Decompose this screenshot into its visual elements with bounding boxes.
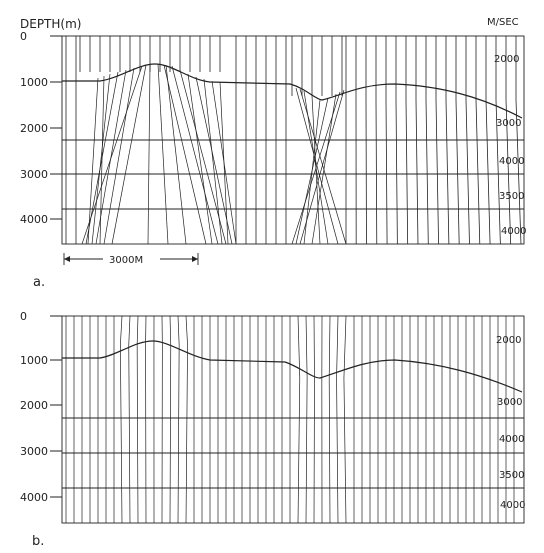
ray-line: [157, 63, 169, 245]
ray-line: [465, 36, 470, 245]
panel-b-layer-lines: [62, 417, 524, 489]
ray-line: [475, 36, 481, 245]
panel-a-interface: [62, 63, 523, 119]
ray-line: [179, 69, 227, 245]
ray-line: [415, 36, 419, 245]
ray-line: [99, 75, 105, 245]
ray-line: [299, 89, 345, 245]
ray-line: [455, 36, 460, 245]
ray-line: [203, 78, 223, 245]
ray-line: [505, 36, 512, 245]
panel-b-velocity-label: 4000: [500, 500, 525, 511]
image-line: [328, 315, 331, 524]
ray-line: [495, 36, 501, 245]
panel-a-verticals: [65, 36, 522, 245]
image-line: [185, 315, 188, 524]
ray-line: [435, 36, 439, 245]
ray-line: [195, 76, 233, 245]
ray-line: [147, 64, 151, 245]
panel-a-depth-axis: 0 1000 2000 3000 4000: [20, 30, 62, 226]
ray-line: [111, 64, 147, 245]
ray-line: [385, 36, 388, 245]
image-line: [119, 315, 123, 524]
ray-line: [515, 36, 522, 245]
panel-b-label: b.: [32, 534, 44, 549]
panel-b-verticals: [65, 315, 515, 524]
ray-line: [445, 36, 450, 245]
panel-b-velocity-label: 3500: [499, 470, 524, 481]
scale-bar-label: 3000M: [109, 255, 143, 266]
ray-line: [295, 97, 329, 245]
ray-line: [425, 36, 429, 245]
panel-a-rays: [81, 63, 347, 245]
panel-a-depth-tick-0: 0: [20, 30, 27, 43]
panel-a-label: a.: [33, 275, 45, 290]
ray-line: [163, 64, 207, 245]
panel-b-depth-axis: 0 1000 2000 3000 4000: [20, 310, 62, 504]
ray-line: [295, 87, 339, 245]
scale-bar-arrow-left: [64, 256, 70, 262]
ray-line: [375, 36, 378, 245]
depth-axis-label: DEPTH(m): [20, 17, 81, 31]
ray-line: [485, 36, 491, 245]
panel-a-depth-tick-2000: 2000: [20, 122, 48, 135]
ray-line: [91, 73, 111, 245]
image-line: [336, 315, 339, 524]
panel-b-depth-tick-3000: 3000: [20, 445, 48, 458]
ray-line: [405, 36, 409, 245]
panel-a-depth-tick-4000: 4000: [20, 213, 48, 226]
ray-line: [299, 88, 347, 245]
image-line: [305, 315, 308, 524]
image-line: [169, 315, 172, 524]
panel-a-velocity-label: 4000: [499, 156, 524, 167]
panel-a-velocity-label: 2000: [494, 54, 519, 65]
panel-b-frame: [61, 315, 525, 524]
image-line: [136, 315, 139, 524]
ray-line: [395, 36, 398, 245]
ray-line: [311, 95, 321, 245]
panel-b-velocity-label: 3000: [497, 397, 522, 408]
ray-line: [219, 81, 229, 245]
panel-b-interface: [62, 340, 523, 393]
velocity-unit-label: M/SEC: [487, 17, 519, 28]
panel-b-depth-tick-4000: 4000: [20, 491, 48, 504]
ray-line: [165, 64, 187, 245]
panel-a: 0 1000 2000 3000 4000 2000 3000 4000 350…: [20, 30, 526, 290]
ray-line: [187, 73, 213, 245]
panel-a-depth-tick-3000: 3000: [20, 168, 48, 181]
panel-b-depth-tick-0: 0: [20, 310, 27, 323]
ray-line: [87, 77, 99, 245]
ray-line: [103, 67, 135, 245]
panel-a-depth-tick-1000: 1000: [20, 76, 48, 89]
panel-b-velocity-label: 4000: [499, 434, 524, 445]
panel-b-depth-tick-2000: 2000: [20, 399, 48, 412]
image-line: [297, 315, 301, 524]
panel-b: 0 1000 2000 3000 4000 2000 3000 4000 350…: [20, 310, 525, 549]
image-line: [128, 315, 131, 524]
scale-bar: 3000M: [63, 253, 199, 266]
scale-bar-arrow-right: [192, 256, 198, 262]
ray-line: [291, 91, 341, 245]
panel-a-velocity-label: 3500: [499, 191, 524, 202]
panel-b-depth-tick-1000: 1000: [20, 354, 48, 367]
image-line: [343, 315, 347, 524]
image-line: [177, 315, 180, 524]
ray-line: [171, 65, 219, 245]
panel-a-velocity-label: 3000: [496, 118, 521, 129]
panel-a-velocity-label: 4000: [501, 226, 526, 237]
panel-a-layer-lines: [62, 139, 524, 210]
ray-line: [81, 65, 143, 245]
panel-b-velocity-label: 2000: [496, 335, 521, 346]
